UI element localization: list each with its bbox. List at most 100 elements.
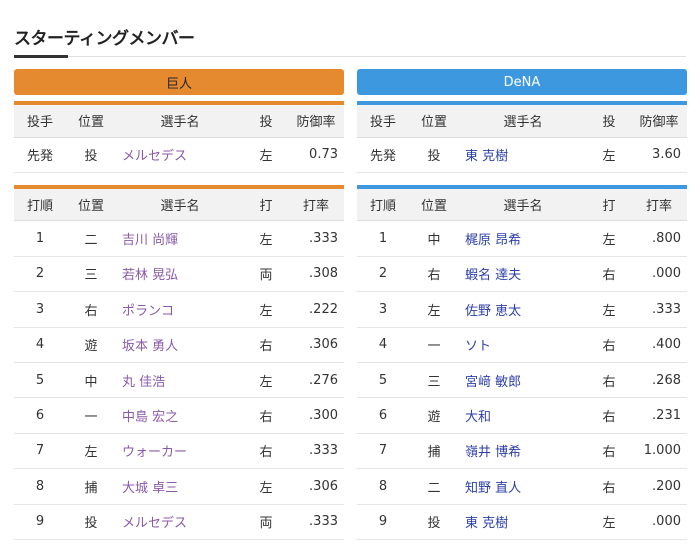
pitcher-role: 先発 <box>14 137 66 173</box>
header-position: 位置 <box>66 103 116 138</box>
bats-hand: 右 <box>587 468 631 505</box>
page-title: スターティングメンバー <box>14 29 195 49</box>
position: 遊 <box>409 397 459 434</box>
header-batting-order: 打順 <box>14 186 66 222</box>
pitcher-era: 3.60 <box>631 137 687 173</box>
position: 三 <box>409 362 459 399</box>
batting-order: 2 <box>357 256 409 293</box>
batting-average: .400 <box>631 327 687 363</box>
pitcher-table-home: 投手 位置 選手名 投 防御率 先発 投 メルセデス 左 0.73 <box>14 101 344 173</box>
batting-average: 1.000 <box>631 433 687 470</box>
table-row: 3 左佐野 恵太左 .333 <box>357 291 687 328</box>
lineup-table-home: 打順 位置 選手名 打 打率 1 二吉川 尚輝左 .333 2 三若林 晃弘両 .308 3… <box>14 184 344 540</box>
player-link[interactable]: 坂本 勇人 <box>122 339 179 355</box>
player-link[interactable]: 嶺井 博希 <box>465 445 522 461</box>
team-column-home: 巨人 投手 位置 選手名 投 防御率 先発 投 メルセデス 左 0.73 <box>14 69 344 540</box>
pitcher-table-away: 投手 位置 選手名 投 防御率 先発 投 東 克樹 左 3.60 <box>357 101 687 173</box>
bats-hand: 右 <box>587 397 631 434</box>
player-link[interactable]: 宮﨑 敏郎 <box>465 374 522 390</box>
header-era: 防御率 <box>288 103 344 138</box>
table-row: 4 遊坂本 勇人 右 .306 <box>14 327 344 363</box>
player-link[interactable]: 東 克樹 <box>465 516 509 532</box>
position: 左 <box>409 291 459 328</box>
table-row: 7 捕嶺井 博希 右 1.000 <box>357 433 687 470</box>
bats-hand: 左 <box>244 220 288 257</box>
bats-hand: 左 <box>244 362 288 399</box>
player-link[interactable]: 知野 直人 <box>465 480 522 496</box>
pitcher-era: 0.73 <box>288 137 344 173</box>
batting-order: 7 <box>14 433 66 470</box>
player-link[interactable]: 吉川 尚輝 <box>122 233 179 249</box>
header-batting-average: 打率 <box>631 186 687 222</box>
batting-average: .306 <box>288 468 344 505</box>
header-era: 防御率 <box>631 103 687 138</box>
position: 右 <box>409 256 459 293</box>
bats-hand: 両 <box>244 256 288 293</box>
player-link[interactable]: 中島 宏之 <box>122 410 179 426</box>
bats-hand: 左 <box>244 468 288 505</box>
batting-order: 3 <box>14 291 66 328</box>
batting-average: .333 <box>288 220 344 257</box>
bats-hand: 右 <box>587 362 631 399</box>
player-link[interactable]: ソト <box>465 339 492 355</box>
player-link[interactable]: 若林 晃弘 <box>122 268 179 284</box>
table-row: 4 一ソト 右 .400 <box>357 327 687 363</box>
batting-average: .000 <box>631 504 687 540</box>
player-link[interactable]: 佐野 恵太 <box>465 303 522 319</box>
batting-average: .800 <box>631 220 687 257</box>
batting-order: 3 <box>357 291 409 328</box>
batting-order: 8 <box>14 468 66 505</box>
header-position: 位置 <box>409 103 459 138</box>
table-row: 7 左ウォーカー 右 .333 <box>14 433 344 470</box>
bats-hand: 右 <box>244 433 288 470</box>
position: 捕 <box>409 433 459 470</box>
table-row: 6 一中島 宏之 右 .300 <box>14 397 344 434</box>
batting-order: 1 <box>357 220 409 257</box>
team-column-away: DeNA 投手 位置 選手名 投 防御率 先発 投 東 克樹 左 3.60 <box>357 69 687 540</box>
position: 左 <box>66 433 116 470</box>
pitcher-role: 先発 <box>357 137 409 173</box>
header-batting-average: 打率 <box>288 186 344 222</box>
table-row: 3 右ポランコ 左 .222 <box>14 291 344 328</box>
position: 遊 <box>66 327 116 363</box>
player-link[interactable]: 丸 佳浩 <box>122 374 166 390</box>
batting-order: 7 <box>357 433 409 470</box>
player-link[interactable]: ポランコ <box>122 303 175 319</box>
player-link[interactable]: 大城 卓三 <box>122 480 179 496</box>
batting-order: 5 <box>14 362 66 399</box>
header-bats: 打 <box>587 186 631 222</box>
batting-average: .268 <box>631 362 687 399</box>
pitcher-position: 投 <box>66 137 116 173</box>
player-link[interactable]: 東 克樹 <box>465 149 509 165</box>
title-divider <box>14 56 686 57</box>
bats-hand: 右 <box>244 397 288 434</box>
header-player-name: 選手名 <box>459 186 587 222</box>
player-link[interactable]: 大和 <box>465 410 492 426</box>
player-link[interactable]: 蝦名 達夫 <box>465 268 522 284</box>
batting-average: .222 <box>288 291 344 328</box>
position: 三 <box>66 256 116 293</box>
player-link[interactable]: ウォーカー <box>122 445 188 461</box>
player-link[interactable]: 梶原 昂希 <box>465 233 522 249</box>
position: 捕 <box>66 468 116 505</box>
header-throws: 投 <box>587 103 631 138</box>
bats-hand: 右 <box>587 327 631 363</box>
header-player-name: 選手名 <box>116 186 244 222</box>
table-row: 2 三若林 晃弘 両 .308 <box>14 256 344 293</box>
title-accent-bar <box>14 55 68 58</box>
position: 一 <box>66 397 116 434</box>
bats-hand: 左 <box>587 504 631 540</box>
batting-order: 4 <box>14 327 66 363</box>
batting-order: 9 <box>357 504 409 540</box>
table-row: 1 中梶原 昂希 左 .800 <box>357 220 687 257</box>
batting-average: .231 <box>631 397 687 434</box>
header-pitcher: 投手 <box>357 103 409 138</box>
bats-hand: 両 <box>244 504 288 540</box>
player-link[interactable]: メルセデス <box>122 149 188 165</box>
pitcher-hand: 左 <box>244 137 288 173</box>
position: 一 <box>409 327 459 363</box>
team-header-away: DeNA <box>357 69 687 95</box>
player-link[interactable]: メルセデス <box>122 516 188 532</box>
